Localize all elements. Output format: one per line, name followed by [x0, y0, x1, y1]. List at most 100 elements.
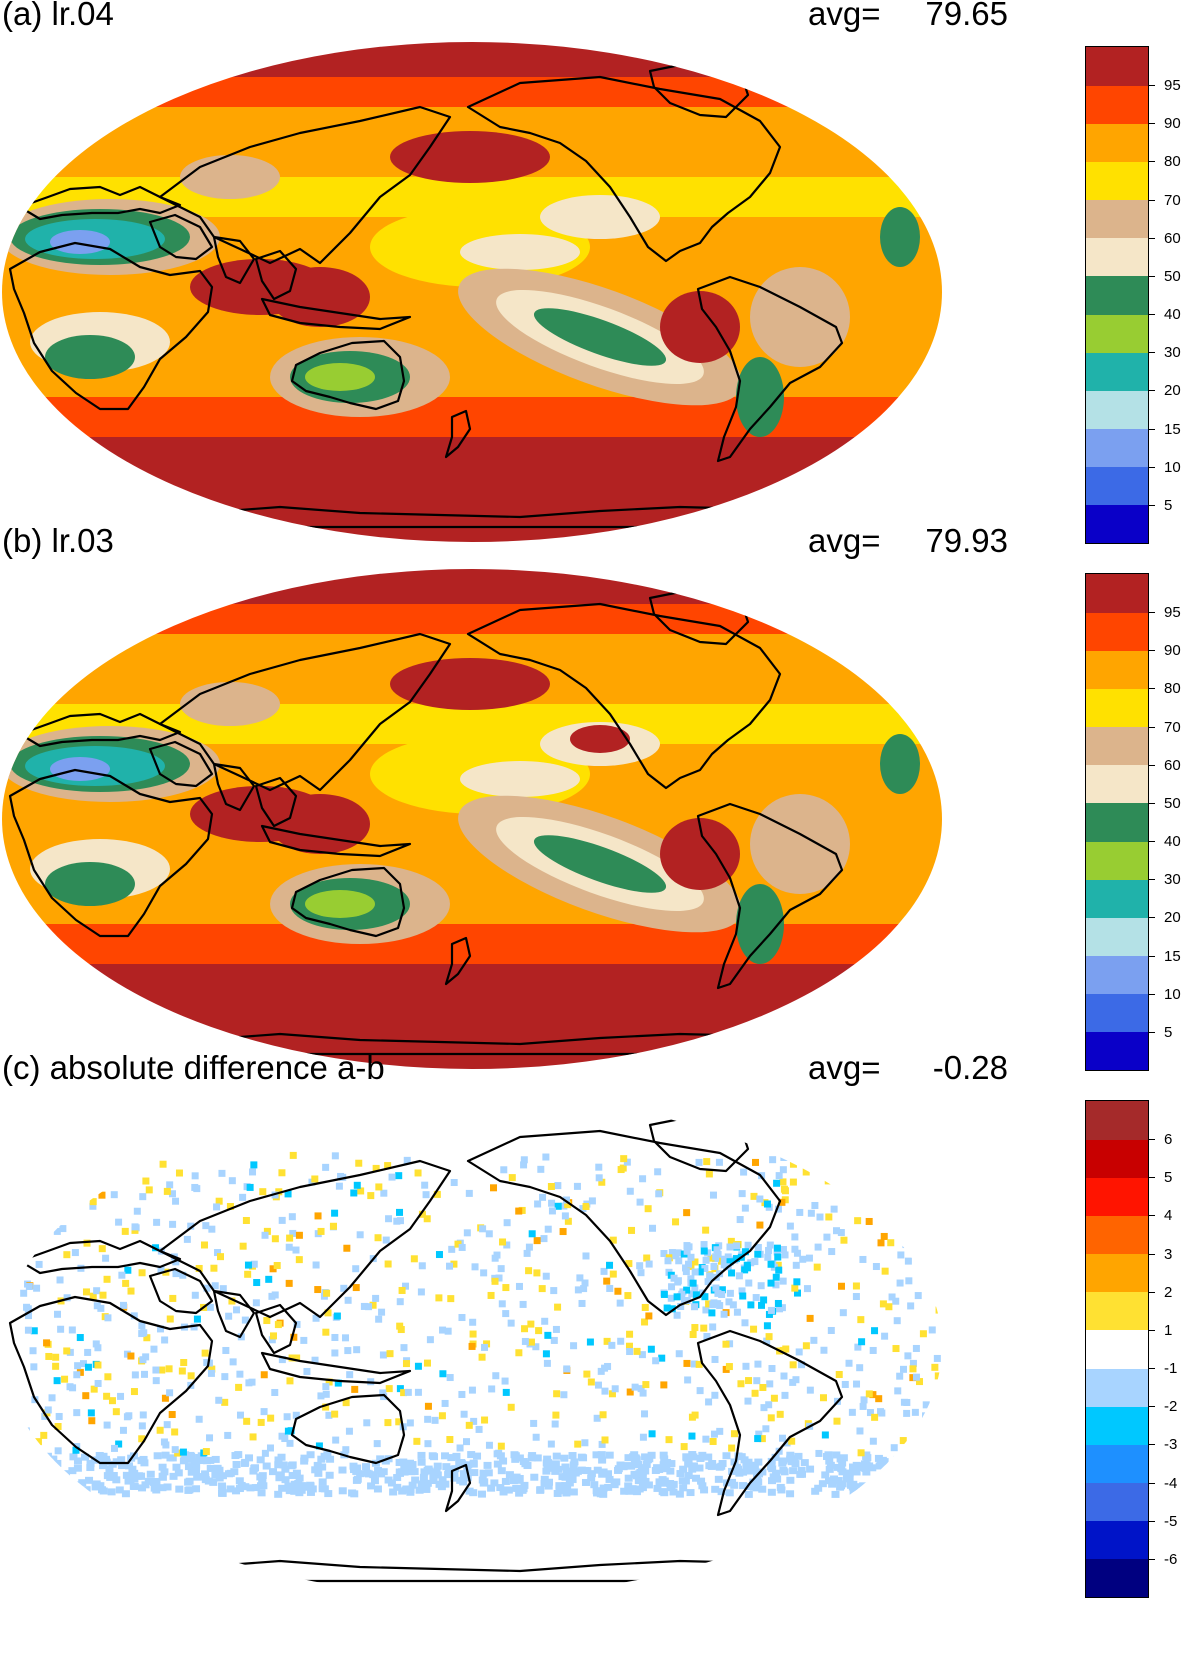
diff-cell — [419, 1473, 428, 1481]
diff-cell — [143, 1334, 151, 1342]
diff-cell — [605, 1475, 614, 1483]
field-sepacific-green — [533, 308, 667, 366]
diff-cell — [186, 1451, 195, 1459]
diff-cell — [920, 1254, 928, 1262]
diff-cell — [774, 1253, 782, 1261]
diff-cell — [485, 1230, 493, 1238]
diff-cell — [741, 1319, 749, 1327]
diff-cell — [53, 1459, 62, 1467]
colorbar-tick — [1148, 1177, 1155, 1179]
diff-cell — [201, 1349, 209, 1357]
diff-cell — [533, 1269, 541, 1277]
diff-cell — [663, 1304, 671, 1312]
diff-cell — [484, 1469, 493, 1477]
diff-cell — [641, 1410, 649, 1418]
diff-cell — [263, 1227, 271, 1235]
diff-cell — [697, 1477, 706, 1485]
diff-cell — [208, 1225, 216, 1233]
coastline-india — [212, 1289, 256, 1339]
diff-cell — [375, 1315, 383, 1323]
diff-cell — [788, 1437, 796, 1445]
diff-cell — [138, 1484, 147, 1492]
diff-cell — [700, 1324, 708, 1332]
diff-cell — [752, 1484, 761, 1492]
diff-cell — [395, 1172, 403, 1180]
diff-cell — [539, 1193, 547, 1201]
diff-cell — [395, 1418, 403, 1426]
diff-cell — [684, 1472, 693, 1480]
diff-cell — [888, 1293, 896, 1301]
diff-cell — [33, 1284, 41, 1292]
diff-cell — [311, 1175, 319, 1183]
colorbar-tick — [1148, 764, 1155, 766]
average-label: avg= — [808, 522, 881, 559]
diff-cell — [115, 1440, 123, 1448]
colorbar-swatch — [1086, 1101, 1148, 1140]
diff-cell — [642, 1460, 651, 1468]
diff-cell — [257, 1418, 265, 1426]
diff-cell — [163, 1421, 171, 1429]
diff-cell — [217, 1253, 225, 1261]
diff-cell — [869, 1346, 877, 1354]
diff-cell — [94, 1344, 102, 1352]
diff-cell — [689, 1279, 697, 1287]
diff-cell — [551, 1420, 559, 1428]
diff-cell — [628, 1226, 636, 1234]
diff-cell — [93, 1177, 101, 1185]
diff-cell — [796, 1208, 804, 1216]
diff-cell — [837, 1229, 845, 1237]
diff-cell — [356, 1231, 364, 1239]
diff-cell — [480, 1269, 488, 1277]
diff-cell — [660, 1455, 669, 1463]
diff-cell — [716, 1427, 724, 1435]
diff-cell — [642, 1381, 650, 1389]
diff-cell — [754, 1435, 762, 1443]
diff-cell — [87, 1409, 95, 1417]
diff-cell — [234, 1451, 243, 1459]
diff-cell — [586, 1338, 594, 1346]
diff-cell — [820, 1346, 828, 1354]
diff-cell — [450, 1260, 458, 1268]
diff-cell — [814, 1243, 822, 1251]
diff-cell — [555, 1486, 564, 1494]
diff-cell — [573, 1182, 581, 1190]
diff-cell — [424, 1415, 432, 1423]
diff-cell — [577, 1453, 586, 1461]
diff-cell — [401, 1486, 410, 1494]
colorbar-swatch — [1086, 428, 1148, 468]
diff-cell — [133, 1207, 141, 1215]
colorbar-swatch — [1086, 275, 1148, 315]
diff-cell — [351, 1385, 359, 1393]
diff-cell — [348, 1489, 357, 1497]
diff-cell — [38, 1463, 47, 1471]
diff-cell — [786, 1490, 795, 1498]
diff-cell — [89, 1202, 97, 1210]
diff-cell — [831, 1490, 840, 1498]
diff-cell — [444, 1471, 453, 1479]
diff-cell — [793, 1249, 801, 1257]
diff-cell — [868, 1464, 877, 1472]
diff-cell — [118, 1462, 127, 1470]
colorbar-tick — [1148, 161, 1155, 163]
diff-cell — [112, 1476, 121, 1484]
diff-cell — [318, 1463, 327, 1471]
colorbar-tick-label: 20 — [1164, 909, 1181, 927]
diff-cell — [244, 1270, 252, 1278]
diff-cell — [869, 1391, 877, 1399]
diff-cell — [760, 1404, 768, 1412]
diff-cell — [410, 1255, 418, 1263]
diff-cell — [76, 1368, 84, 1376]
colorbar-tick — [1148, 917, 1155, 919]
coastline-namerica — [466, 75, 782, 263]
diff-cell — [751, 1389, 759, 1397]
diff-cell — [94, 1379, 102, 1387]
diff-cell — [893, 1471, 902, 1479]
diff-cell — [881, 1267, 889, 1275]
diff-cell — [907, 1302, 915, 1310]
diff-cell — [871, 1485, 880, 1493]
diff-cell — [733, 1308, 741, 1316]
diff-cell — [491, 1277, 499, 1285]
diff-cell — [357, 1187, 365, 1195]
diff-cell — [806, 1314, 814, 1322]
diff-cell — [158, 1366, 166, 1374]
